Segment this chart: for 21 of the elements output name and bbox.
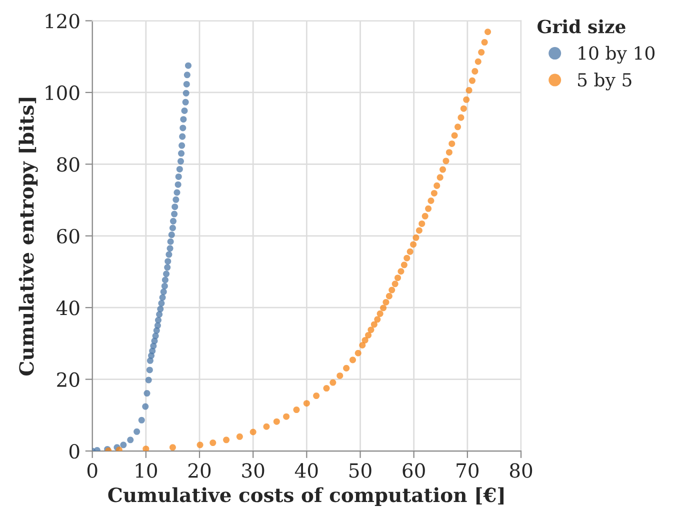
- y-tick-label: 120: [46, 14, 80, 28]
- y-tick-label: 40: [56, 300, 80, 316]
- y-tick-label: 60: [57, 228, 80, 244]
- legend-title: Grid size: [538, 19, 626, 34]
- x-axis-title: Cumulative costs of computation [€]: [108, 487, 504, 506]
- x-tick-label: 80: [510, 463, 532, 478]
- y-tick-label: 80: [57, 157, 80, 172]
- x-tick-label: 30: [242, 463, 264, 478]
- x-tick-label: 70: [456, 463, 478, 478]
- y-tick-label: 20: [57, 372, 80, 387]
- x-tick-label: 60: [402, 463, 425, 478]
- x-tick-label: 10: [136, 463, 157, 478]
- x-tick-label: 50: [350, 463, 372, 478]
- legend-label: 10 by 10: [578, 46, 655, 64]
- x-tick-label: 20: [188, 463, 211, 478]
- legend-label: 5 by 5: [578, 72, 632, 90]
- x-tick-label: 0: [87, 463, 98, 478]
- y-tick-label: 100: [46, 85, 80, 100]
- y-axis-title: Cumulative entropy [bits]: [18, 98, 38, 376]
- y-tick-label: 0: [69, 444, 80, 459]
- x-tick-label: 40: [294, 463, 318, 478]
